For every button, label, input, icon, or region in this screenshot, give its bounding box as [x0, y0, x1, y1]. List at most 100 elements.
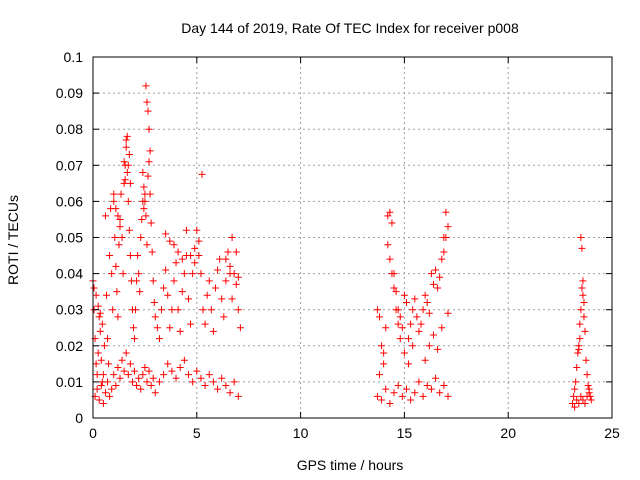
data-point — [402, 385, 410, 393]
data-point — [172, 374, 180, 382]
data-point — [168, 367, 176, 375]
data-point — [147, 219, 155, 227]
data-point — [423, 298, 431, 306]
data-point — [164, 291, 172, 299]
data-point — [578, 284, 586, 292]
data-point — [386, 208, 394, 216]
data-point — [575, 345, 583, 353]
data-point — [178, 255, 186, 263]
data-point — [160, 371, 168, 379]
data-point — [207, 306, 215, 314]
data-point — [388, 270, 396, 278]
y-tick-label: 0.09 — [56, 85, 83, 101]
data-point — [102, 291, 110, 299]
data-point — [423, 382, 431, 390]
data-point — [112, 262, 120, 270]
x-tick-label: 25 — [604, 425, 620, 441]
data-point — [139, 371, 147, 379]
data-point — [120, 158, 128, 166]
data-point — [126, 360, 134, 368]
data-point — [436, 273, 444, 281]
data-point — [92, 360, 100, 368]
data-point — [140, 183, 148, 191]
data-point — [136, 288, 144, 296]
data-point — [164, 360, 172, 368]
data-point — [373, 392, 381, 400]
data-point — [92, 291, 100, 299]
data-point — [126, 252, 134, 260]
data-point — [117, 190, 125, 198]
x-tick-label: 20 — [500, 425, 516, 441]
data-point — [390, 284, 398, 292]
data-point — [386, 400, 394, 408]
data-point — [114, 313, 122, 321]
data-point — [232, 248, 240, 256]
data-point — [170, 241, 178, 249]
data-point — [193, 367, 201, 375]
data-point — [146, 147, 154, 155]
data-point — [578, 244, 586, 252]
data-point — [141, 197, 149, 205]
data-point — [577, 392, 585, 400]
data-point — [580, 313, 588, 321]
data-point — [569, 400, 577, 408]
data-point — [405, 335, 413, 343]
data-point — [160, 284, 168, 292]
data-point — [116, 374, 124, 382]
y-tick-label: 0.06 — [56, 193, 83, 209]
data-point — [392, 306, 400, 314]
data-point — [101, 212, 109, 220]
data-point — [585, 385, 593, 393]
data-point — [137, 385, 145, 393]
data-point — [139, 169, 147, 177]
data-point — [94, 302, 102, 310]
data-point — [432, 374, 440, 382]
y-tick-label: 0.05 — [56, 230, 83, 246]
data-point — [145, 158, 153, 166]
y-tick-label: 0 — [75, 410, 83, 426]
data-point — [125, 150, 133, 158]
data-point — [197, 270, 205, 278]
data-point — [394, 382, 402, 390]
data-point — [176, 363, 184, 371]
data-point — [142, 212, 150, 220]
data-point — [189, 270, 197, 278]
chart-title: Day 144 of 2019, Rate Of TEC Index for r… — [181, 20, 519, 36]
data-point — [442, 234, 450, 241]
data-point — [407, 320, 415, 328]
data-point — [100, 342, 108, 350]
data-point — [434, 284, 442, 292]
data-point — [116, 215, 124, 223]
data-point — [122, 349, 130, 357]
data-point — [390, 389, 398, 397]
data-point — [93, 371, 101, 379]
data-point — [576, 335, 584, 343]
data-point — [110, 190, 118, 198]
data-point — [427, 385, 435, 393]
data-point — [201, 382, 209, 390]
data-point — [137, 234, 145, 241]
data-point — [421, 356, 429, 364]
data-point — [440, 382, 448, 390]
data-point — [378, 342, 386, 350]
data-point — [109, 306, 117, 314]
data-point — [132, 306, 140, 314]
data-point — [129, 324, 137, 332]
data-point — [121, 176, 129, 184]
data-point — [380, 360, 388, 368]
data-point — [203, 291, 211, 299]
data-point — [230, 270, 238, 278]
data-point — [444, 223, 452, 231]
x-tick-label: 5 — [193, 425, 201, 441]
y-tick-label: 0.04 — [56, 266, 83, 282]
data-point — [575, 400, 583, 408]
data-point — [189, 378, 197, 386]
data-point — [582, 356, 590, 364]
data-point — [234, 392, 242, 400]
data-point — [141, 363, 149, 371]
x-axis-label: GPS time / hours — [297, 457, 404, 473]
data-point — [581, 327, 589, 335]
data-point — [434, 345, 442, 353]
data-point — [182, 226, 190, 234]
data-point — [398, 324, 406, 332]
